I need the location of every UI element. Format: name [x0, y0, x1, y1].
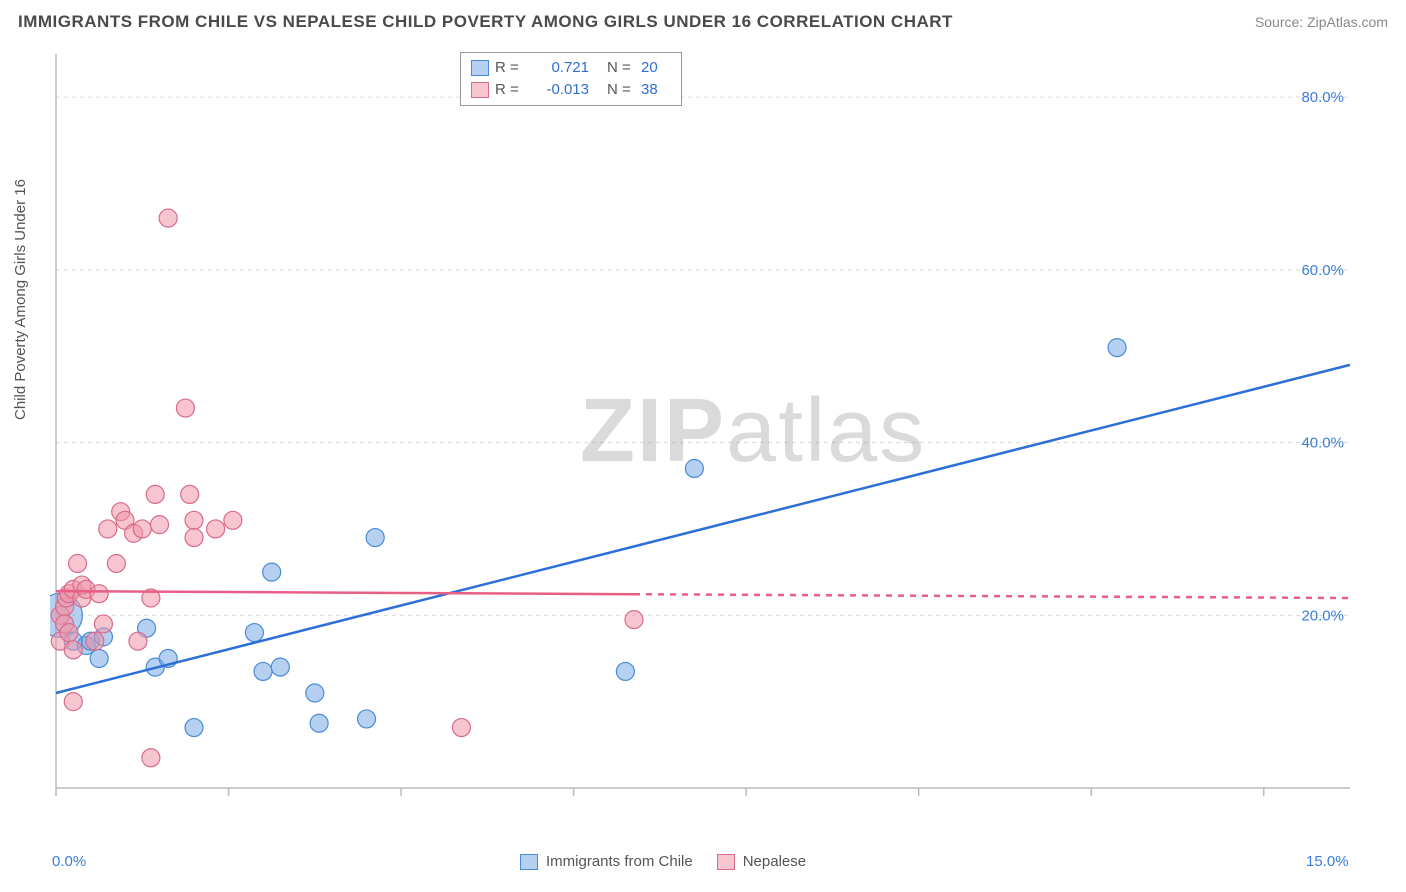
- data-point: [185, 529, 203, 547]
- data-point: [99, 520, 117, 538]
- y-tick-label: 20.0%: [1301, 607, 1344, 624]
- data-point: [142, 749, 160, 767]
- legend-label: Nepalese: [743, 853, 806, 870]
- legend-swatch: [520, 854, 538, 870]
- data-point: [64, 641, 82, 659]
- data-point: [207, 520, 225, 538]
- x-tick-max: 15.0%: [1306, 853, 1349, 870]
- legend-swatch: [717, 854, 735, 870]
- data-point: [151, 516, 169, 534]
- data-point: [185, 511, 203, 529]
- data-point: [685, 459, 703, 477]
- data-point: [107, 554, 125, 572]
- data-point: [625, 611, 643, 629]
- header: IMMIGRANTS FROM CHILE VS NEPALESE CHILD …: [18, 12, 1388, 32]
- legend-r-value: -0.013: [529, 79, 589, 101]
- source-link[interactable]: ZipAtlas.com: [1307, 14, 1388, 30]
- data-point: [129, 632, 147, 650]
- legend-r-value: 0.721: [529, 57, 589, 79]
- data-point: [185, 719, 203, 737]
- data-point: [94, 615, 112, 633]
- chart-container: IMMIGRANTS FROM CHILE VS NEPALESE CHILD …: [0, 0, 1406, 892]
- data-point: [245, 624, 263, 642]
- data-point: [452, 719, 470, 737]
- data-point: [69, 554, 87, 572]
- legend-n-value: 38: [641, 79, 671, 101]
- legend-item: Nepalese: [717, 853, 806, 870]
- data-point: [616, 662, 634, 680]
- data-point: [310, 714, 328, 732]
- x-tick-min: 0.0%: [52, 853, 86, 870]
- source-attribution: Source: ZipAtlas.com: [1255, 14, 1388, 30]
- data-point: [176, 399, 194, 417]
- data-point: [86, 632, 104, 650]
- legend-n-value: 20: [641, 57, 671, 79]
- correlation-legend: R = 0.721 N = 20 R = -0.013 N = 38: [460, 52, 682, 106]
- scatter-plot: 20.0% 40.0% 60.0% 80.0%: [50, 48, 1380, 818]
- data-point: [271, 658, 289, 676]
- legend-item: Immigrants from Chile: [520, 853, 693, 870]
- data-point: [60, 624, 78, 642]
- data-point: [90, 649, 108, 667]
- legend-swatch: [471, 60, 489, 76]
- y-tick-label: 60.0%: [1301, 262, 1344, 279]
- legend-row: R = 0.721 N = 20: [471, 57, 671, 79]
- data-point: [133, 520, 151, 538]
- y-tick-label: 40.0%: [1301, 435, 1344, 452]
- legend-n-label: N =: [607, 79, 635, 101]
- data-point: [159, 209, 177, 227]
- data-point: [366, 529, 384, 547]
- chart-title: IMMIGRANTS FROM CHILE VS NEPALESE CHILD …: [18, 12, 953, 32]
- data-point: [224, 511, 242, 529]
- legend-r-label: R =: [495, 79, 523, 101]
- legend-swatch: [471, 82, 489, 98]
- data-point: [358, 710, 376, 728]
- legend-row: R = -0.013 N = 38: [471, 79, 671, 101]
- source-label: Source:: [1255, 14, 1303, 30]
- data-point: [90, 585, 108, 603]
- data-point: [1108, 339, 1126, 357]
- data-point: [263, 563, 281, 581]
- legend-r-label: R =: [495, 57, 523, 79]
- data-point: [146, 485, 164, 503]
- data-point: [254, 662, 272, 680]
- legend-n-label: N =: [607, 57, 635, 79]
- y-tick-label: 80.0%: [1301, 89, 1344, 106]
- series-legend: Immigrants from Chile Nepalese: [520, 853, 806, 870]
- data-point: [181, 485, 199, 503]
- y-axis-label: Child Poverty Among Girls Under 16: [12, 179, 29, 420]
- data-point: [64, 693, 82, 711]
- legend-label: Immigrants from Chile: [546, 853, 693, 870]
- data-point: [306, 684, 324, 702]
